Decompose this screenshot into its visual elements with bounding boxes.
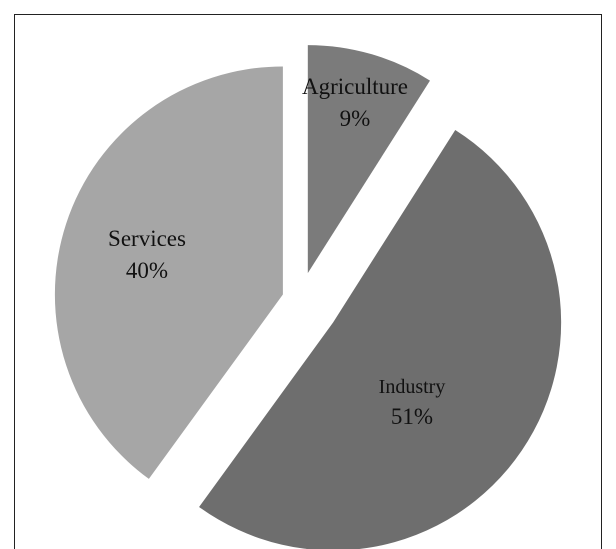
pie-slice-services: [54, 66, 283, 479]
pie-slice-industry: [199, 129, 562, 549]
services-percent-label: 40%: [126, 258, 168, 283]
pie-slice-agriculture: [307, 45, 430, 274]
agriculture-name-label: Agriculture: [302, 74, 408, 99]
chart-border: [14, 14, 602, 549]
industry-name-label: Industry: [379, 376, 446, 398]
pie-slices: [54, 45, 562, 549]
services-name-label: Services: [108, 226, 186, 251]
agriculture-percent-label: 9%: [340, 106, 371, 131]
industry-percent-label: 51%: [391, 404, 433, 429]
